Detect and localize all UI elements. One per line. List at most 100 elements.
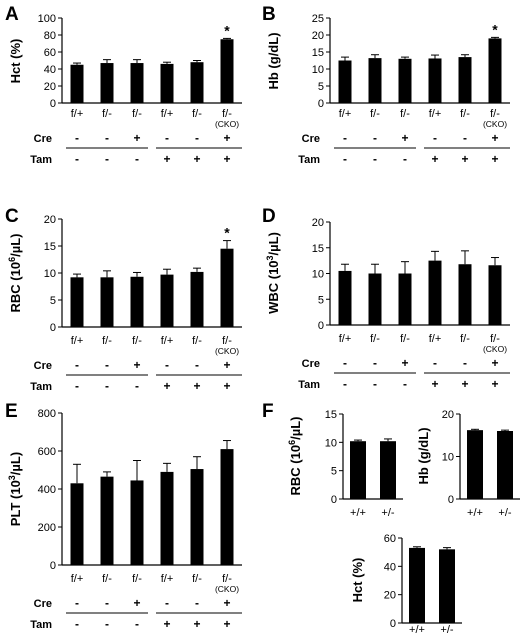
panel-c: C 0 5 10 15 20 RBC (106/µL) f/+ - - f/- - - f/- + - f/+ -… — [5, 206, 242, 393]
bar — [130, 480, 144, 565]
y-tick-label: 5 — [331, 466, 337, 478]
bar — [100, 476, 114, 565]
bar — [100, 63, 114, 103]
cre-sign: + — [491, 131, 498, 145]
y-tick-label: 0 — [318, 98, 324, 110]
tam-sign: + — [223, 617, 230, 631]
y-axis-label: Hb (g/dL) — [266, 32, 281, 89]
bar — [428, 58, 442, 103]
y-tick-label: 40 — [384, 561, 396, 573]
x-category-label: f/- — [192, 108, 202, 120]
tam-sign: + — [491, 377, 498, 391]
bar — [488, 38, 502, 103]
bar — [458, 264, 472, 325]
bar — [439, 549, 455, 623]
x-category-label: f/+ — [429, 108, 442, 120]
bar — [220, 39, 234, 103]
cre-sign: - — [75, 131, 79, 145]
cre-sign: - — [165, 358, 169, 372]
tam-sign: + — [163, 617, 170, 631]
y-tick-label: 20 — [312, 30, 324, 42]
x-category-label: f/- — [222, 108, 232, 120]
y-tick-label: 800 — [38, 408, 56, 420]
y-tick-label: 10 — [312, 269, 324, 281]
x-category-label: f/- — [370, 333, 380, 345]
cre-sign: + — [133, 358, 140, 372]
tam-sign: - — [373, 152, 377, 166]
x-category-label: f/- — [400, 333, 410, 345]
cre-sign: + — [133, 131, 140, 145]
x-category-label: +/+ — [409, 624, 425, 636]
bar — [368, 58, 382, 103]
cre-sign: - — [165, 131, 169, 145]
y-tick-label: 5 — [50, 295, 56, 307]
tam-sign: + — [223, 379, 230, 393]
bar — [338, 60, 352, 103]
x-category-label: f/- — [132, 335, 142, 347]
y-axis-label: Hct (%) — [350, 558, 365, 603]
cre-sign: - — [373, 131, 377, 145]
tam-row-label: Tam — [298, 154, 320, 166]
cko-note: (CKO) — [215, 346, 239, 356]
tam-sign: + — [431, 152, 438, 166]
panel-label: A — [5, 4, 19, 25]
y-tick-label: 400 — [38, 484, 56, 496]
y-tick-label: 0 — [331, 494, 337, 506]
tam-sign: + — [491, 152, 498, 166]
y-tick-label: 0 — [448, 494, 454, 506]
y-tick-label: 25 — [312, 13, 324, 25]
tam-sign: + — [431, 377, 438, 391]
y-tick-label: 600 — [38, 446, 56, 458]
cre-row-label: Cre — [34, 598, 52, 610]
tam-sign: - — [343, 377, 347, 391]
tam-sign: - — [135, 379, 139, 393]
tam-sign: - — [105, 152, 109, 166]
x-category-label: f/- — [192, 335, 202, 347]
panel-f6-6: 0 10 20 Hb (g/dL) +/+ +/- — [416, 409, 520, 519]
cko-note: (CKO) — [215, 119, 239, 129]
bar — [368, 273, 382, 325]
bar — [428, 260, 442, 325]
x-category-label: f/- — [460, 108, 470, 120]
x-category-label: f/+ — [161, 573, 174, 585]
y-tick-label: 15 — [312, 243, 324, 255]
tam-sign: + — [193, 379, 200, 393]
bar — [70, 277, 84, 327]
y-axis-label: PLT (103/µL) — [7, 452, 23, 526]
y-tick-label: 20 — [44, 81, 56, 93]
bar — [409, 547, 425, 623]
y-tick-label: 10 — [44, 268, 56, 280]
x-category-label: f/- — [222, 573, 232, 585]
y-tick-label: 80 — [44, 30, 56, 42]
tam-sign: + — [223, 152, 230, 166]
tam-sign: - — [373, 377, 377, 391]
x-category-label: f/+ — [71, 335, 84, 347]
y-axis-label: RBC (106/µL) — [7, 234, 23, 313]
significance-star: * — [224, 22, 230, 38]
y-tick-label: 5 — [318, 81, 324, 93]
tam-sign: - — [75, 379, 79, 393]
cre-sign: + — [223, 131, 230, 145]
x-category-label: f/- — [132, 573, 142, 585]
bar — [458, 57, 472, 103]
x-category-label: f/- — [102, 108, 112, 120]
cre-sign: - — [433, 131, 437, 145]
cre-sign: - — [195, 358, 199, 372]
cre-sign: - — [195, 131, 199, 145]
cre-row-label: Cre — [302, 133, 320, 145]
tam-sign: - — [135, 617, 139, 631]
y-tick-label: 0 — [390, 618, 396, 630]
tam-sign: - — [75, 152, 79, 166]
y-tick-label: 40 — [44, 64, 56, 76]
bar — [190, 62, 204, 103]
panel-f7-7: 0 20 40 60 Hct (%) +/+ +/- — [350, 533, 462, 636]
cko-note: (CKO) — [215, 584, 239, 594]
y-axis-label: WBC (103/µL) — [265, 232, 281, 314]
x-category-label: +/- — [440, 624, 453, 636]
y-tick-label: 60 — [384, 533, 396, 545]
cre-sign: - — [75, 358, 79, 372]
cre-sign: - — [433, 356, 437, 370]
x-category-label: f/+ — [71, 573, 84, 585]
y-tick-label: 0 — [50, 98, 56, 110]
